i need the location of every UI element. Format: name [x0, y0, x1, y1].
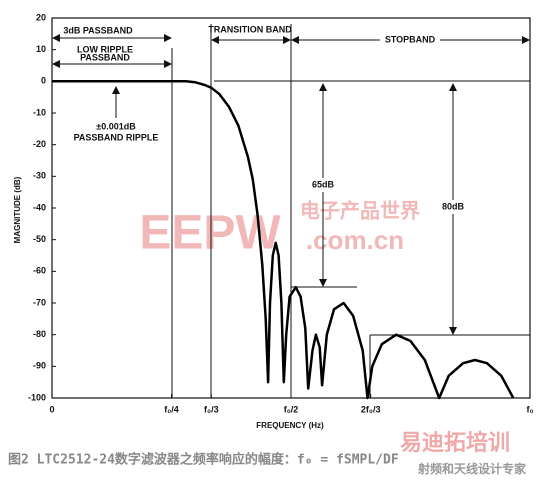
label-bg — [310, 178, 338, 192]
x-tick-label: f₀ — [526, 404, 533, 414]
x-axis-title: FREQUENCY (Hz) — [256, 421, 324, 430]
y-tick-label: -20 — [33, 139, 46, 149]
caption: 图2 LTC2512-24数字滤波器之频率响应的幅度：f₀ = fSMPL/DF — [8, 452, 399, 468]
y-tick-label: -30 — [33, 171, 46, 181]
annotation: STOPBAND — [385, 34, 436, 44]
annotation: PASSBAND RIPPLE — [74, 132, 159, 142]
y-tick-label: -50 — [33, 234, 46, 244]
y-tick-label: -80 — [33, 329, 46, 339]
watermark: .com.cn — [306, 225, 404, 255]
annotations: 3dB PASSBAND LOW RIPPLE PASSBAND TRANSIT… — [52, 24, 530, 398]
watermark: 电子产品世界 — [300, 199, 420, 223]
label-bg — [380, 34, 440, 46]
y-tick-label: 0 — [41, 76, 46, 86]
y-tick-label: -60 — [33, 266, 46, 276]
annotation: 65dB — [312, 179, 335, 189]
y-tick-label: 20 — [36, 12, 46, 22]
annotation: ±0.001dB — [96, 121, 136, 131]
x-tick-label: 2f₀/3 — [361, 404, 381, 414]
annotation: TRANSITION BAND — [208, 24, 292, 34]
annotation: LOW RIPPLE — [77, 44, 133, 54]
y-tick-label: 10 — [36, 44, 46, 54]
y-axis-title: MAGNITUDE (dB) — [13, 176, 22, 243]
y-tick-label: -90 — [33, 361, 46, 371]
response-line — [52, 80, 515, 400]
y-tick-label: -100 — [28, 392, 46, 402]
watermark: 易迪拓培训 — [400, 430, 510, 455]
y-tick-label: -10 — [33, 107, 46, 117]
x-tick-label: f₀/3 — [204, 404, 219, 414]
label-bg — [60, 25, 136, 36]
annotation: 3dB PASSBAND — [63, 25, 133, 35]
watermark: 射频和天线设计专家 — [417, 461, 527, 476]
y-tick-label: -40 — [33, 202, 46, 212]
x-tick-label: f₀/2 — [284, 404, 299, 414]
label-bg — [440, 200, 468, 214]
annotation: 80dB — [442, 201, 465, 211]
y-tick-label: -70 — [33, 297, 46, 307]
x-tick-label: f₀/4 — [164, 404, 179, 414]
x-tick-label: 0 — [49, 404, 54, 414]
annotation: PASSBAND — [80, 52, 130, 62]
